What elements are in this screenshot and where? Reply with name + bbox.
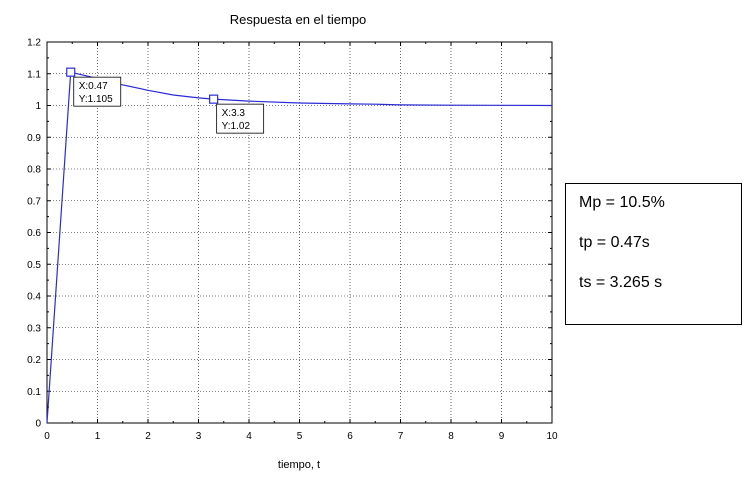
series (46, 71, 553, 424)
y-tick-label: 0.7 (27, 196, 41, 207)
datatip-x-label: X:3.3 (222, 108, 246, 119)
y-tick-label: 1.1 (27, 69, 41, 80)
x-tick-label: 2 (145, 431, 151, 442)
datatip-y-label: Y:1.105 (79, 94, 113, 105)
x-tick-label: 5 (297, 431, 303, 442)
y-tick-label: 0 (35, 419, 41, 430)
x-tick-label: 8 (448, 431, 454, 442)
chart-title: Respuesta en el tiempo (230, 12, 367, 27)
y-tick-label: 1 (35, 101, 41, 112)
axes: 0 1 2 3 4 5 6 7 8 9 10 0 0.1 0.2 0.3 0.4 0.5 0.6 0.7 0.8 0.9… (27, 38, 558, 443)
y-tick-label: 0.1 (27, 387, 41, 398)
info-ts: ts = 3.265 s (579, 274, 663, 291)
x-tick-label: 4 (246, 431, 252, 442)
x-tick-label: 6 (347, 431, 353, 442)
y-tick-label: 0.4 (27, 292, 41, 303)
info-box: Mp = 10.5% tp = 0.47s ts = 3.265 s (565, 183, 742, 325)
info-mp: Mp = 10.5% (579, 194, 665, 211)
datatip-x-label: X:0.47 (79, 81, 108, 92)
y-tick-label: 0.5 (27, 260, 41, 271)
y-tick-label: 1.2 (27, 38, 41, 49)
y-tick-label: 0.2 (27, 355, 41, 366)
y-tick-label: 0.3 (27, 323, 41, 334)
x-axis-label: tiempo, t (278, 459, 320, 471)
datatip-box (216, 103, 265, 134)
datatip-box (73, 76, 122, 107)
y-tick-label: 0.6 (27, 228, 41, 239)
x-tick-label: 10 (546, 431, 558, 442)
y-tick-label: 0.8 (27, 165, 41, 176)
datatip-marker[interactable] (66, 67, 76, 77)
x-tick-label: 0 (44, 431, 50, 442)
x-tick-label: 1 (95, 431, 101, 442)
grid (47, 42, 552, 423)
datatip-marker[interactable] (209, 94, 219, 104)
x-tick-label: 9 (499, 431, 505, 442)
x-tick-label: 7 (398, 431, 404, 442)
y-tick-label: 0.9 (27, 133, 41, 144)
x-tick-label: 3 (196, 431, 202, 442)
series-line (46, 71, 553, 424)
info-tp: tp = 0.47s (579, 234, 650, 251)
datatips: X:0.47 Y:1.105 X:3.3 Y:1.02 (66, 67, 265, 134)
datatip-y-label: Y:1.02 (222, 121, 251, 132)
